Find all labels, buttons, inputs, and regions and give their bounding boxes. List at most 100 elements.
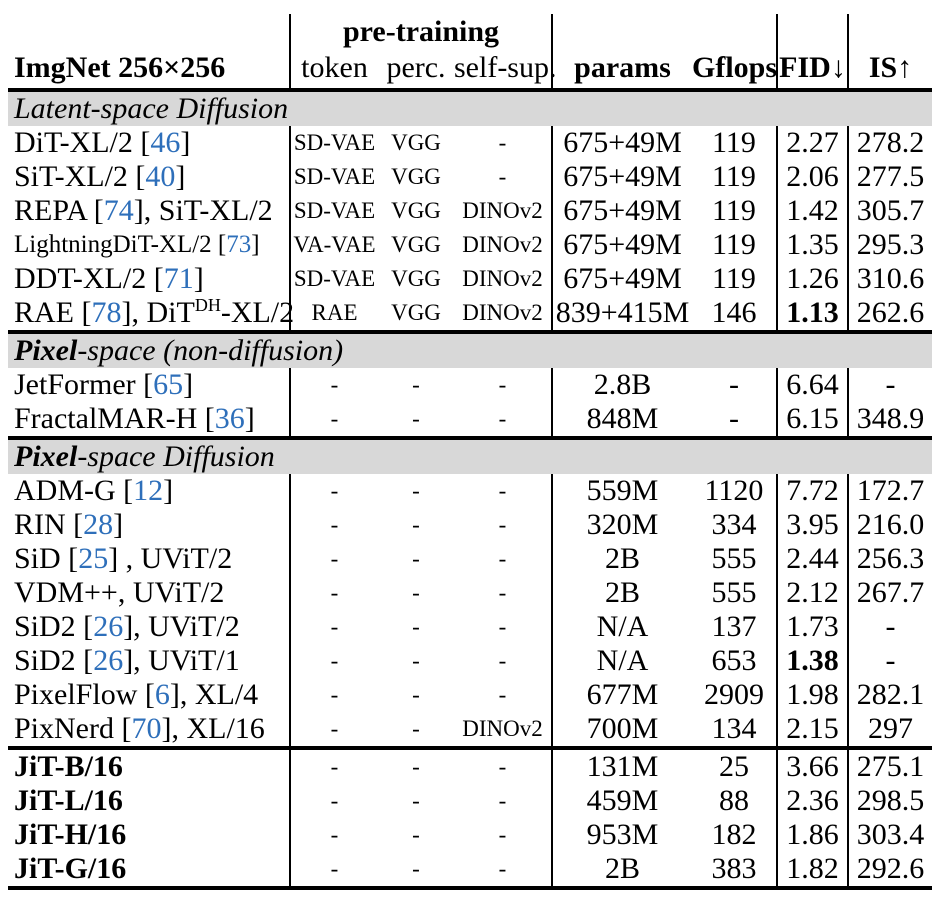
fid-cell: 2.27 <box>777 126 849 160</box>
method-name: ADM-G [ <box>14 474 134 507</box>
citation-link[interactable]: 25 <box>78 542 109 575</box>
citation-link[interactable]: 40 <box>145 160 176 193</box>
method-name: ], UViT/1 <box>123 644 240 677</box>
params-cell: 953M <box>586 818 659 851</box>
perc-cell: - <box>412 478 420 503</box>
citation-link[interactable]: 74 <box>103 194 134 227</box>
token-cell: SD-VAE <box>293 198 376 223</box>
table-header: pre-training ImgNet 256×256 token perc. … <box>8 14 932 92</box>
column-header-is: IS↑ <box>848 50 932 92</box>
method-cell: DiT-XL/2 [46] <box>8 126 291 160</box>
citation-link[interactable]: 46 <box>150 126 181 159</box>
is-cell: 298.5 <box>856 784 925 817</box>
method-name: JetFormer [ <box>14 368 154 401</box>
table-row: SiD2 [26], UViT/1 - - - N/A 653 1.38 - <box>8 644 932 678</box>
gflops-cell: 555 <box>692 542 778 576</box>
citation-link[interactable]: 70 <box>131 712 162 745</box>
fid-cell: 1.86 <box>777 818 849 852</box>
is-cell: 303.4 <box>856 818 925 851</box>
params-cell: 2B <box>604 542 640 575</box>
is-cell: 267.7 <box>856 576 925 609</box>
params-cell: 459M <box>586 784 659 817</box>
citation-link[interactable]: 78 <box>91 296 122 329</box>
token-cell: - <box>290 852 378 890</box>
perc-cell: VGG <box>391 266 441 291</box>
dataset-title: ImgNet 256×256 <box>8 50 291 92</box>
perc-cell: - <box>412 372 420 397</box>
table-row: VDM++, UViT/2 - - - 2B 555 2.12 267.7 <box>8 576 932 610</box>
citation-link[interactable]: 36 <box>214 402 245 435</box>
table-row: ADM-G [12] - - -559M 1120 7.72 172.7 <box>8 474 932 508</box>
token-cell: - <box>330 580 339 605</box>
selfsup-cell: - <box>454 160 553 194</box>
fid-cell: 1.26 <box>777 262 849 296</box>
perc-cell: - <box>412 788 420 813</box>
fid-cell: 2.06 <box>777 160 849 194</box>
method-name: DiT-XL/2 [ <box>14 126 151 159</box>
perc-cell: - <box>412 580 420 605</box>
token-cell: - <box>330 788 339 813</box>
citation-link[interactable]: 73 <box>226 231 252 258</box>
token-cell: - <box>330 372 339 397</box>
params-cell: 677M <box>586 678 659 711</box>
citation-link[interactable]: 6 <box>154 678 170 711</box>
column-header-params: params <box>552 50 692 92</box>
table-row: JiT-B/16- - -131M 25 3.66 275.1 <box>8 746 932 784</box>
gflops-cell: 2909 <box>692 678 778 712</box>
method-name: ] <box>175 160 186 193</box>
table-row: RIN [28] - - -320M 334 3.95 216.0 <box>8 508 932 542</box>
citation-link[interactable]: 28 <box>83 508 114 541</box>
fid-cell: 6.64 <box>777 368 849 402</box>
method-name: ], UViT/2 <box>123 610 240 643</box>
method-name: ] <box>183 368 194 401</box>
selfsup-cell: - <box>454 474 553 508</box>
citation-link[interactable]: 26 <box>93 610 124 643</box>
fid-cell: 1.98 <box>777 678 849 712</box>
method-cell: JetFormer [65] <box>8 368 291 402</box>
perc-cell: - <box>412 716 420 741</box>
table-row: SiD [25] , UViT/2 - - - 2B 555 2.44 256.3 <box>8 542 932 576</box>
method-cell: SiT-XL/2 [40] <box>8 160 291 194</box>
selfsup-cell: - <box>454 508 553 542</box>
method-name: ] <box>113 508 124 541</box>
method-name: JiT-B/16 <box>14 750 123 783</box>
method-name: ] <box>163 474 174 507</box>
method-name: ], DiT <box>121 296 195 329</box>
token-cell: SD-VAE <box>293 164 376 189</box>
gflops-cell: - <box>692 368 778 402</box>
gflops-cell: 119 <box>692 262 778 296</box>
method-cell: RAE [78], DiTDH-XL/2 <box>8 296 294 332</box>
gflops-cell: 119 <box>692 160 778 194</box>
is-cell: 297 <box>868 712 913 745</box>
params-cell: 2.8B <box>593 368 652 401</box>
perc-cell: - <box>412 512 420 537</box>
params-cell: 2B <box>552 852 692 890</box>
citation-link[interactable]: 65 <box>153 368 184 401</box>
method-cell: LightningDiT-XL/2 [73] <box>8 228 291 262</box>
perc-cell: VGG <box>391 232 441 257</box>
selfsup-cell: - <box>454 126 553 160</box>
selfsup-cell: - <box>454 368 553 402</box>
perc-cell: - <box>412 406 420 431</box>
citation-link[interactable]: 71 <box>163 262 194 295</box>
fid-cell: 7.72 <box>777 474 849 508</box>
gflops-cell: 134 <box>692 712 778 748</box>
fid-cell: 2.44 <box>777 542 849 576</box>
method-cell: PixNerd [70], XL/16 <box>8 712 291 748</box>
params-cell: 839+415M <box>555 296 690 329</box>
gflops-cell: 137 <box>692 610 778 644</box>
params-cell: 675+49M <box>563 194 682 227</box>
gflops-cell: 119 <box>692 126 778 160</box>
citation-link[interactable]: 26 <box>93 644 124 677</box>
perc-cell: - <box>412 822 420 847</box>
method-name: RAE [ <box>14 296 92 329</box>
is-cell: - <box>885 610 896 643</box>
is-cell: 282.1 <box>856 678 925 711</box>
citation-link[interactable]: 12 <box>133 474 164 507</box>
selfsup-cell: DINOv2 <box>454 228 553 262</box>
fid-cell: 1.13 <box>777 296 849 332</box>
method-cell: RIN [28] <box>8 508 291 542</box>
section-title: Pixel-space Diffusion <box>8 436 932 474</box>
selfsup-cell: - <box>454 644 553 678</box>
